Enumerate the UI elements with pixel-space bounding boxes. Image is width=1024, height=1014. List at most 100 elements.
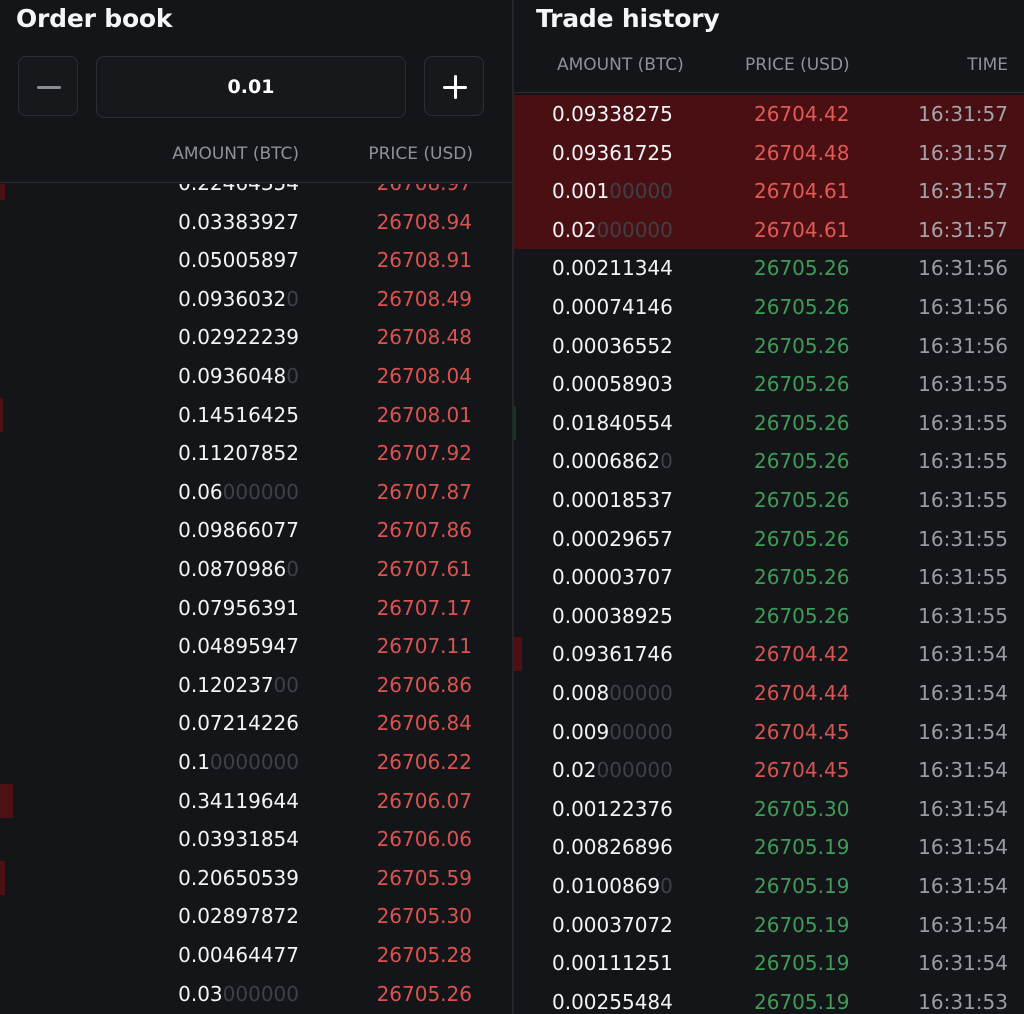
amount-value: 0.03: [178, 981, 223, 1006]
order-book-row[interactable]: 0.14516425 26708.01: [0, 396, 512, 435]
price-cell: 26706.86: [376, 672, 472, 697]
decrease-step-button[interactable]: [18, 56, 78, 116]
trade-row[interactable]: 0.09361746 26704.42 16:31:54: [514, 635, 1024, 674]
order-book-row[interactable]: 0.07956391 26707.17: [0, 589, 512, 628]
depth-bar: [514, 405, 517, 440]
order-book-row[interactable]: 0.09360480 26708.04: [0, 357, 512, 396]
order-book-row[interactable]: 0.03931854 26706.06: [0, 820, 512, 859]
trade-row[interactable]: 0.09338275 26704.42 16:31:57: [514, 95, 1024, 134]
amount-cell: 0.00058903: [552, 365, 673, 404]
amount-trailing-zeros: 000000: [596, 758, 673, 783]
amount-value: 0.00036552: [552, 333, 673, 358]
order-book-list[interactable]: 0.22464354 26708.97 0.03383927 26708.94 0.05…: [0, 184, 512, 1014]
trade-row[interactable]: 0.00826896 26705.19 16:31:54: [514, 828, 1024, 867]
price-cell: 26708.94: [376, 209, 472, 234]
amount-trailing-zeros: 00000: [609, 179, 673, 204]
trade-row[interactable]: 0.00211344 26705.26 16:31:56: [514, 249, 1024, 288]
price-column-header: PRICE (USD): [368, 144, 473, 164]
trade-row[interactable]: 0.00068620 26705.26 16:31:55: [514, 442, 1024, 481]
amount-cell: 0.09360480: [178, 357, 299, 396]
panel-divider: [512, 0, 514, 1014]
trade-row[interactable]: 0.00003707 26705.26 16:31:55: [514, 558, 1024, 597]
trade-history-list[interactable]: 0.09338275 26704.42 16:31:57 0.09361725 2670…: [514, 95, 1024, 1014]
amount-cell: 0.00074146: [552, 288, 673, 327]
trade-row[interactable]: 0.00255484 26705.19 16:31:53: [514, 983, 1024, 1014]
trade-row[interactable]: 0.02000000 26704.45 16:31:54: [514, 751, 1024, 790]
amount-cell: 0.01840554: [552, 404, 673, 443]
amount-cell: 0.04895947: [178, 627, 299, 666]
order-book-row[interactable]: 0.11207852 26707.92: [0, 434, 512, 473]
trade-row[interactable]: 0.00100000 26704.61 16:31:57: [514, 172, 1024, 211]
amount-value: 0.00074146: [552, 295, 673, 319]
order-book-row[interactable]: 0.06000000 26707.87: [0, 473, 512, 512]
amount-value: 0.001: [552, 179, 610, 204]
order-book-row[interactable]: 0.08709860 26707.61: [0, 550, 512, 589]
price-cell: 26707.17: [376, 595, 472, 620]
order-book-row[interactable]: 0.03000000 26705.26: [0, 975, 512, 1014]
price-cell: 26706.22: [376, 750, 472, 774]
amount-value: 0.0936032: [178, 286, 287, 311]
order-book-row[interactable]: 0.03383927 26708.94: [0, 203, 512, 242]
time-cell: 16:31:54: [918, 642, 1008, 667]
order-book-row[interactable]: 0.20650539 26705.59: [0, 859, 512, 898]
trade-row[interactable]: 0.00058903 26705.26 16:31:55: [514, 365, 1024, 404]
order-book-row[interactable]: 0.07214226 26706.84: [0, 704, 512, 743]
amount-column-header: AMOUNT (BTC): [557, 55, 684, 75]
amount-cell: 0.00037072: [552, 906, 673, 945]
amount-value: 0.00464477: [178, 943, 299, 967]
order-book-row[interactable]: 0.02897872 26705.30: [0, 897, 512, 936]
amount-cell: 0.02000000: [552, 751, 673, 790]
order-book-row[interactable]: 0.12023700 26706.86: [0, 666, 512, 705]
trade-row[interactable]: 0.02000000 26704.61 16:31:57: [514, 210, 1024, 250]
increase-step-button[interactable]: [424, 56, 484, 116]
price-cell: 26705.28: [376, 943, 472, 967]
price-cell: 26708.49: [376, 286, 472, 311]
trade-row[interactable]: 0.00122376 26705.30 16:31:54: [514, 790, 1024, 829]
trade-row[interactable]: 0.00036552 26705.26 16:31:56: [514, 327, 1024, 366]
amount-trailing-zeros: 000000: [596, 217, 673, 242]
trade-row[interactable]: 0.00900000 26704.45 16:31:54: [514, 713, 1024, 752]
amount-cell: 0.03931854: [178, 820, 299, 859]
trade-row[interactable]: 0.01008690 26705.19 16:31:54: [514, 867, 1024, 906]
order-book-row[interactable]: 0.22464354 26708.97: [0, 184, 512, 203]
order-book-row[interactable]: 0.05005897 26708.91: [0, 241, 512, 280]
amount-cell: 0.08709860: [178, 550, 299, 589]
amount-cell: 0.03000000: [178, 975, 299, 1014]
amount-cell: 0.01008690: [552, 867, 673, 906]
price-cell: 26705.19: [754, 989, 850, 1014]
price-column-header: PRICE (USD): [745, 55, 850, 75]
time-cell: 16:31:55: [918, 372, 1008, 397]
time-column-header: TIME: [967, 55, 1008, 75]
price-cell: 26705.26: [754, 295, 850, 319]
depth-bar: [0, 783, 13, 818]
trade-row[interactable]: 0.00037072 26705.19 16:31:54: [514, 906, 1024, 945]
order-book-row[interactable]: 0.09360320 26708.49: [0, 280, 512, 319]
order-book-row[interactable]: 0.10000000 26706.22: [0, 743, 512, 782]
order-book-row[interactable]: 0.09866077 26707.86: [0, 511, 512, 550]
order-book-row[interactable]: 0.02922239 26708.48: [0, 318, 512, 357]
amount-trailing-zeros: 00: [273, 672, 299, 697]
trade-row[interactable]: 0.00018537 26705.26 16:31:55: [514, 481, 1024, 520]
trade-row[interactable]: 0.00800000 26704.44 16:31:54: [514, 674, 1024, 713]
price-cell: 26708.91: [376, 248, 472, 273]
trade-row[interactable]: 0.00111251 26705.19 16:31:54: [514, 944, 1024, 983]
depth-bar: [514, 637, 522, 672]
trade-row[interactable]: 0.01840554 26705.26 16:31:55: [514, 404, 1024, 443]
time-cell: 16:31:55: [918, 526, 1008, 551]
trade-row[interactable]: 0.00074146 26705.26 16:31:56: [514, 288, 1024, 327]
time-cell: 16:31:55: [918, 449, 1008, 474]
trade-row[interactable]: 0.00038925 26705.26 16:31:55: [514, 597, 1024, 636]
amount-cell: 0.00003707: [552, 558, 673, 597]
amount-value: 0.09361746: [552, 642, 673, 667]
price-step-input[interactable]: [96, 56, 406, 118]
amount-trailing-zeros: 0: [660, 449, 673, 474]
trade-row[interactable]: 0.09361725 26704.48 16:31:57: [514, 133, 1024, 173]
order-book-row[interactable]: 0.00464477 26705.28: [0, 936, 512, 975]
order-book-row[interactable]: 0.34119644 26706.07: [0, 782, 512, 821]
order-book-row[interactable]: 0.04895947 26707.11: [0, 627, 512, 666]
trade-row[interactable]: 0.00029657 26705.26 16:31:55: [514, 520, 1024, 559]
price-cell: 26707.92: [376, 441, 472, 466]
time-cell: 16:31:56: [918, 333, 1008, 358]
amount-value: 0.00038925: [552, 603, 673, 628]
amount-cell: 0.00211344: [552, 249, 673, 288]
